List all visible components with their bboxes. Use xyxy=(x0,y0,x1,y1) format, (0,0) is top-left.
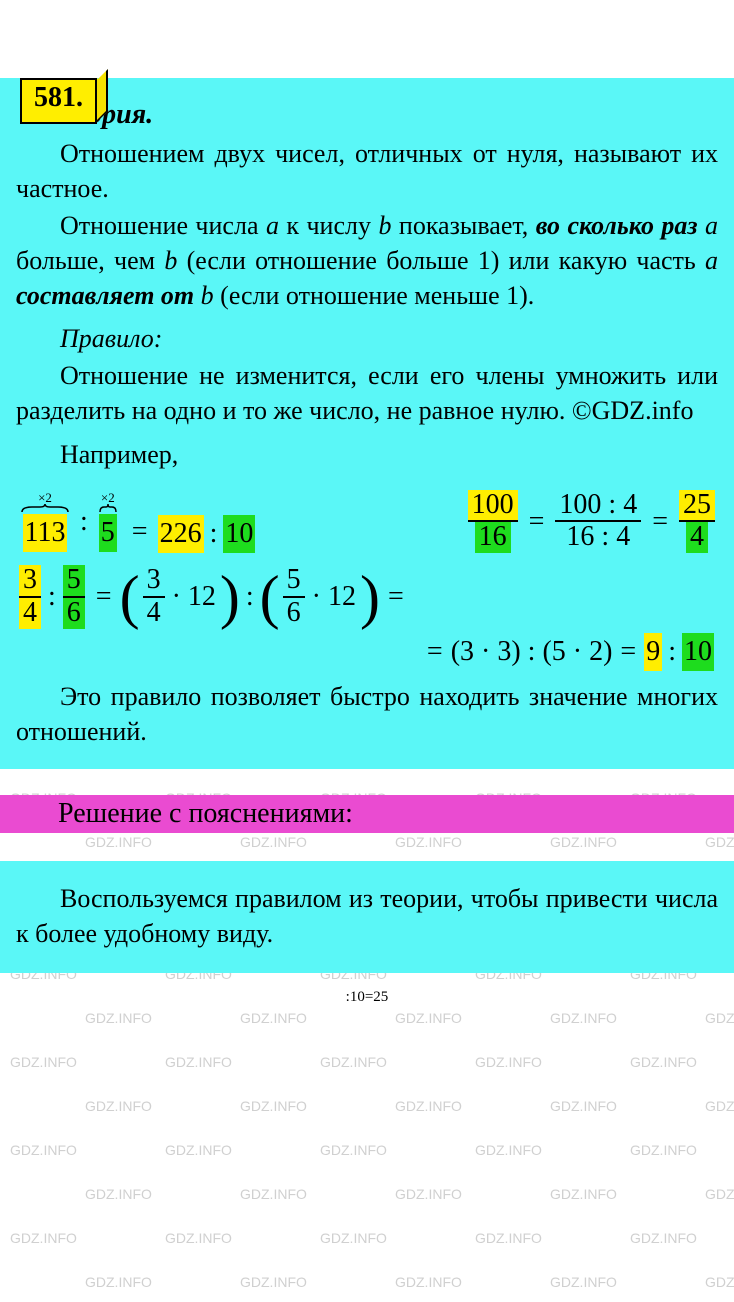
paren-open: ( xyxy=(120,573,140,621)
solution-block: Воспользуемся правилом из теории, чтобы … xyxy=(0,861,734,973)
brace-label: ×2 xyxy=(101,491,115,504)
theory-para-1: Отношением двух чисел, отличных от нуля,… xyxy=(16,136,718,206)
equals: = xyxy=(427,633,443,671)
equals: = xyxy=(652,503,668,541)
var-a: a xyxy=(705,246,718,275)
text: показывает, xyxy=(391,211,535,240)
theory-block: Теория. Отношением двух чисел, отличных … xyxy=(0,78,734,769)
brace-group-2: ×2 5 xyxy=(98,491,118,552)
fraction: 5 6 xyxy=(63,565,85,629)
brace-label: ×2 xyxy=(38,491,52,504)
equals: = xyxy=(132,513,148,553)
numerator: 100 xyxy=(468,490,518,521)
denominator: 6 xyxy=(63,598,85,629)
colon: : xyxy=(246,578,254,616)
colon: : xyxy=(668,633,676,671)
solution-header: Решение с пояснениями: xyxy=(0,795,734,833)
paren-open: ( xyxy=(260,573,280,621)
var-b: b xyxy=(164,246,177,275)
colon: : xyxy=(48,578,56,616)
numerator: 100 : 4 xyxy=(555,490,641,521)
denominator: 16 xyxy=(475,522,511,553)
problem-number-badge: 581. xyxy=(20,78,97,124)
text: к числу xyxy=(279,211,379,240)
math-example-2: 3 4 : 5 6 = ( 3 4 · 12 ) : ( 5 xyxy=(16,565,718,629)
denominator: 4 xyxy=(19,598,41,629)
denominator: 4 xyxy=(143,598,165,629)
var-a: a xyxy=(266,211,279,240)
highlighted-number: 10 xyxy=(682,633,714,671)
highlighted-number: 113 xyxy=(23,514,68,552)
example-label: Например, xyxy=(16,437,718,472)
text: Отношение числа xyxy=(60,211,266,240)
brace-group-1: ×2 113 xyxy=(20,491,70,552)
math-example-1: ×2 113 : ×2 5 = 226 : 10 100 16 = 100 xyxy=(16,490,718,554)
equals: = xyxy=(388,578,404,616)
highlighted-number: 10 xyxy=(223,515,255,553)
highlighted-number: 5 xyxy=(99,514,117,552)
bottom-calc: :10=25 xyxy=(0,989,734,1006)
equals: = xyxy=(96,578,112,616)
denominator: 16 : 4 xyxy=(562,522,634,553)
numerator: 5 xyxy=(63,565,85,596)
var-b: b xyxy=(201,281,214,310)
mult: · 12 xyxy=(312,578,356,616)
theory-para-2: Отношение числа a к числу b показывает, … xyxy=(16,208,718,313)
denominator: 6 xyxy=(283,598,305,629)
content: 581. Теория. Отношением двух чисел, отли… xyxy=(0,78,734,1006)
var-a: a xyxy=(705,211,718,240)
denominator: 4 xyxy=(686,522,708,553)
numerator: 5 xyxy=(283,565,305,596)
text: (если отношение меньше 1). xyxy=(214,281,535,310)
text: больше, чем xyxy=(16,246,164,275)
paren-close: ) xyxy=(220,573,240,621)
math-example-2-cont: = (3 · 3) : (5 · 2) = 9 : 10 xyxy=(16,633,718,671)
numerator: 3 xyxy=(143,565,165,596)
fraction: 3 4 xyxy=(143,565,165,629)
numerator: 25 xyxy=(679,490,715,521)
rule-label: Правило: xyxy=(16,321,718,356)
fraction: 100 16 xyxy=(468,490,518,554)
result-expr: (3 · 3) : (5 · 2) xyxy=(451,633,613,671)
fraction: 5 6 xyxy=(283,565,305,629)
fraction: 100 : 4 16 : 4 xyxy=(555,490,641,554)
paren-close: ) xyxy=(360,573,380,621)
fraction: 25 4 xyxy=(679,490,715,554)
equals: = xyxy=(529,503,545,541)
highlighted-number: 9 xyxy=(644,633,662,671)
emphasis: составляет от xyxy=(16,281,194,310)
text: (если отношение больше 1) или какую част… xyxy=(177,246,705,275)
solution-text: Воспользуемся правилом из теории, чтобы … xyxy=(16,881,718,951)
closing-text: Это правило позволяет быстро находить зн… xyxy=(16,679,718,749)
highlighted-number: 226 xyxy=(158,515,204,553)
emphasis: во сколько раз xyxy=(536,211,698,240)
colon: : xyxy=(210,515,218,553)
var-b: b xyxy=(378,211,391,240)
colon: : xyxy=(80,503,88,541)
equals: = xyxy=(620,633,636,671)
mult: · 12 xyxy=(172,578,216,616)
fraction: 3 4 xyxy=(19,565,41,629)
numerator: 3 xyxy=(19,565,41,596)
rule-text: Отношение не изменится, если его члены у… xyxy=(16,358,718,428)
theory-title: Теория. xyxy=(16,96,718,134)
problem-number-text: 581. xyxy=(34,82,83,113)
